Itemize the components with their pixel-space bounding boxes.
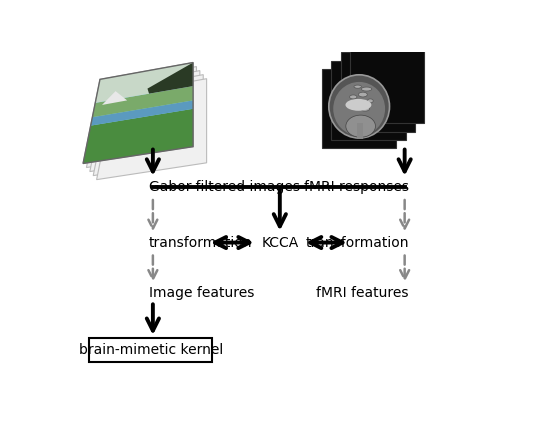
Bar <box>350 44 424 123</box>
Polygon shape <box>83 109 193 163</box>
Bar <box>341 52 415 132</box>
Polygon shape <box>102 91 127 105</box>
Polygon shape <box>97 79 206 180</box>
Polygon shape <box>86 66 197 167</box>
Polygon shape <box>147 62 193 94</box>
Text: Gabor-filtered images: Gabor-filtered images <box>149 180 300 194</box>
Ellipse shape <box>346 99 371 111</box>
Text: fMRI features: fMRI features <box>316 286 409 300</box>
Ellipse shape <box>333 82 385 135</box>
Ellipse shape <box>329 75 389 138</box>
Ellipse shape <box>346 115 376 137</box>
Polygon shape <box>95 62 193 103</box>
Ellipse shape <box>361 107 370 111</box>
Text: KCCA: KCCA <box>261 236 299 250</box>
Text: brain-mimetic kernel: brain-mimetic kernel <box>79 343 223 357</box>
Ellipse shape <box>358 92 367 97</box>
Bar <box>322 69 396 148</box>
Bar <box>357 123 363 139</box>
Text: transformation: transformation <box>149 236 252 250</box>
Text: fMRI responses: fMRI responses <box>304 180 409 194</box>
Polygon shape <box>91 101 193 125</box>
Ellipse shape <box>349 105 355 109</box>
Text: transformation: transformation <box>305 236 409 250</box>
Text: Image features: Image features <box>149 286 254 300</box>
Polygon shape <box>83 62 193 163</box>
Polygon shape <box>92 86 193 117</box>
Ellipse shape <box>361 87 372 91</box>
Polygon shape <box>93 75 203 176</box>
Ellipse shape <box>349 95 357 99</box>
FancyBboxPatch shape <box>90 338 212 362</box>
Ellipse shape <box>367 99 373 103</box>
Bar <box>331 61 406 140</box>
Ellipse shape <box>354 85 361 88</box>
Polygon shape <box>90 71 200 172</box>
